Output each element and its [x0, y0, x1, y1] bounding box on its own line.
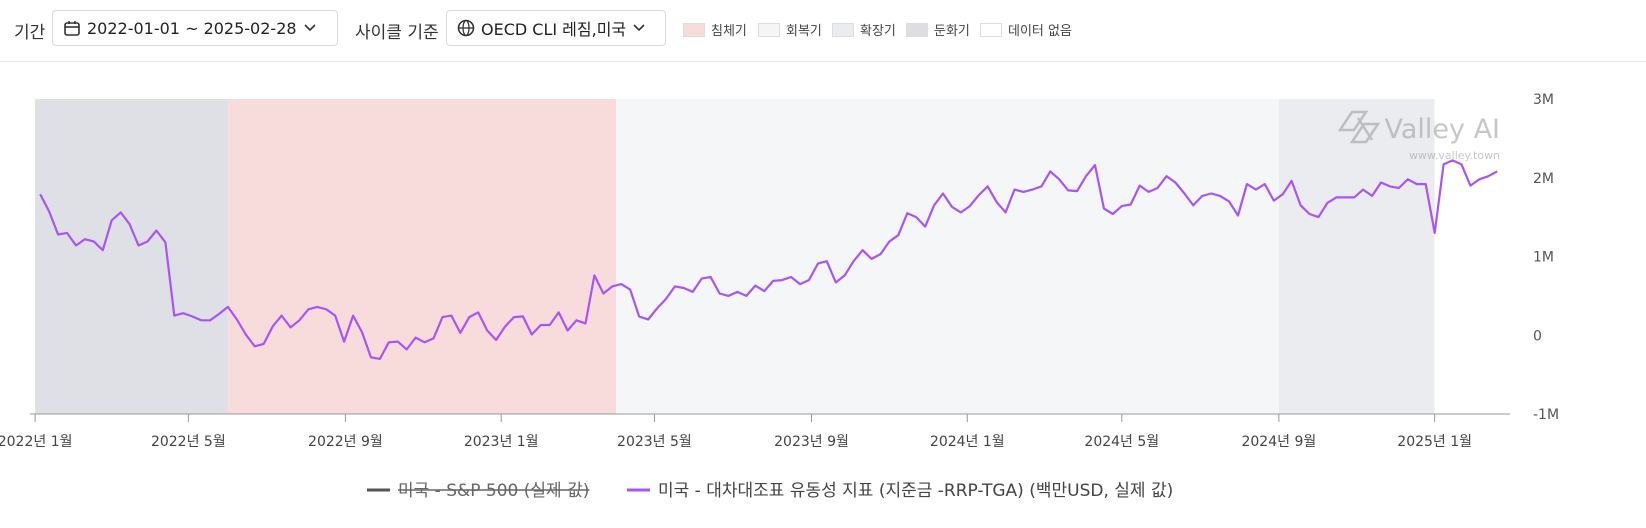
- legend-item[interactable]: 미국 - S&P 500 (실제 값): [367, 481, 590, 501]
- regime-name: 데이터 없음: [1008, 24, 1072, 39]
- watermark-url: www.valley.town: [1409, 149, 1500, 162]
- regime-legend-item: 둔화기: [906, 20, 970, 39]
- period-dropdown[interactable]: 2022-01-01 ~ 2025-02-28: [52, 10, 338, 46]
- regime-swatch: [683, 22, 705, 37]
- y-tick-label: 1M: [1533, 250, 1554, 266]
- regime-legend-item: 확장기: [832, 20, 896, 39]
- regime-band: [35, 99, 228, 414]
- chevron: [303, 24, 316, 32]
- x-tick-label: 2023년 5월: [617, 434, 692, 450]
- watermark-logo: [1337, 110, 1381, 144]
- period-value: 2022-01-01 ~ 2025-02-28: [87, 18, 297, 38]
- chevron: [633, 24, 645, 32]
- cycle-dropdown[interactable]: OECD CLI 레짐,미국: [446, 10, 666, 46]
- y-tick-label: 3M: [1533, 92, 1554, 108]
- regime-swatch: [832, 22, 854, 37]
- y-tick-label: 0: [1533, 328, 1542, 344]
- x-tick-label: 2024년 5월: [1084, 434, 1159, 450]
- toolbar: 기간 2022-01-01 ~ 2025-02-28 사이클 기준 OECD C…: [0, 0, 1646, 62]
- x-tick-label: 2023년 1월: [464, 434, 539, 450]
- cycle-label: 사이클 기준: [355, 23, 439, 43]
- regime-band: [1278, 99, 1435, 414]
- regime-name: 확장기: [860, 24, 896, 39]
- x-tick-label: 2024년 1월: [930, 434, 1005, 450]
- watermark: Valley AI www.valley.town: [1337, 110, 1500, 162]
- x-tick-label: 2022년 5월: [151, 434, 226, 450]
- regime-swatch: [758, 22, 780, 37]
- watermark-text: Valley AI: [1384, 114, 1500, 145]
- x-tick-label: 2025년 1월: [1397, 434, 1472, 450]
- regime-legend-item: 데이터 없음: [980, 20, 1072, 39]
- regime-swatch: [980, 22, 1002, 37]
- period-label: 기간: [14, 23, 46, 43]
- calendar-icon: [64, 21, 80, 36]
- x-tick-label: 2022년 1월: [0, 434, 72, 450]
- globe-icon: [457, 19, 475, 37]
- y-tick-label: -1M: [1533, 407, 1559, 423]
- regime-name: 둔화기: [934, 24, 970, 39]
- plot: [30, 99, 1510, 422]
- cycle-value: OECD CLI 레짐,미국: [481, 20, 627, 39]
- regime-band: [616, 99, 1279, 414]
- regime-swatch: [906, 22, 928, 37]
- regime-legend-item: 침체기: [683, 20, 747, 39]
- legend-item[interactable]: 미국 - 대차대조표 유동성 지표 (지준금 -RRP-TGA) (백만USD,…: [627, 481, 1173, 501]
- series-line: [39, 159, 1498, 360]
- legend-label: 미국 - 대차대조표 유동성 지표 (지준금 -RRP-TGA) (백만USD,…: [658, 481, 1173, 501]
- x-tick-label: 2024년 9월: [1241, 434, 1316, 450]
- regime-legend-item: 회복기: [758, 20, 822, 39]
- regime-name: 회복기: [786, 24, 822, 39]
- x-tick-label: 2022년 9월: [308, 434, 383, 450]
- regime-name: 침체기: [711, 24, 747, 39]
- y-tick-label: 2M: [1533, 171, 1554, 187]
- regime-band: [227, 99, 617, 414]
- legend-label: 미국 - S&P 500 (실제 값): [398, 481, 589, 501]
- x-tick-label: 2023년 9월: [774, 434, 849, 450]
